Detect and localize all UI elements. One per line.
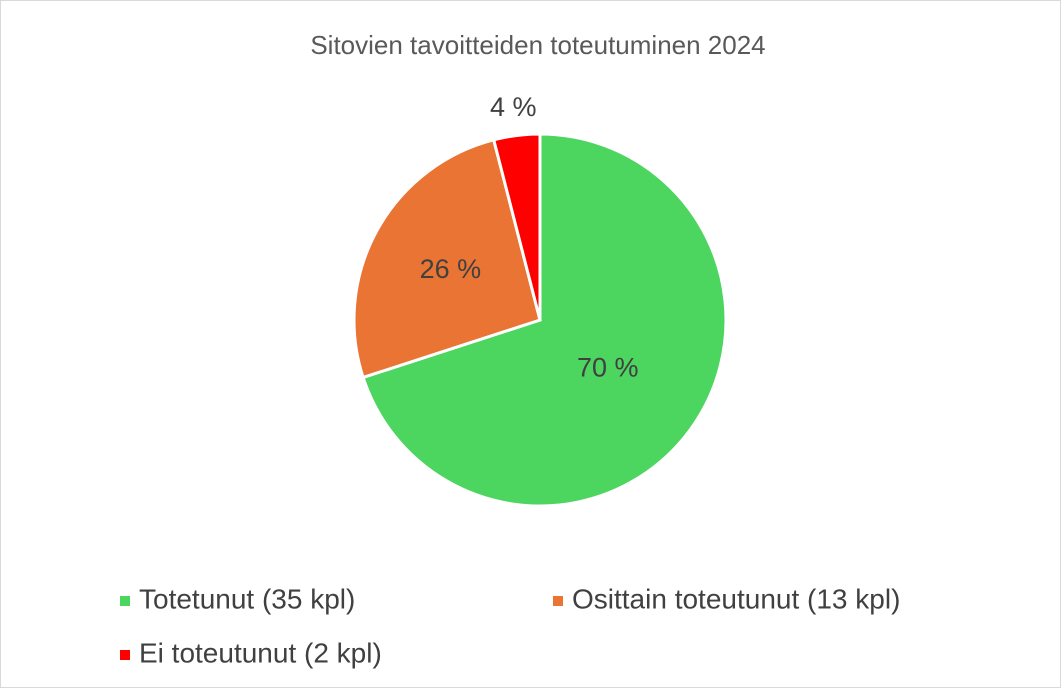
legend-swatch [120, 650, 130, 660]
legend-label: Ei toteutunut (2 kpl) [139, 637, 382, 668]
legend-swatch [120, 596, 130, 606]
chart-title: Sitovien tavoitteiden toteutuminen 2024 [310, 30, 765, 60]
legend-label: Osittain toteutunut (13 kpl) [572, 583, 900, 614]
legend-label: Totetunut (35 kpl) [139, 583, 355, 614]
pie-slice [361, 132, 728, 508]
data-label: 26 % [420, 254, 482, 284]
data-label: 70 % [577, 352, 639, 382]
pie-slice [352, 138, 542, 380]
data-label: 4 % [490, 92, 537, 122]
pie-slice [491, 132, 542, 321]
legend-swatch [553, 596, 563, 606]
